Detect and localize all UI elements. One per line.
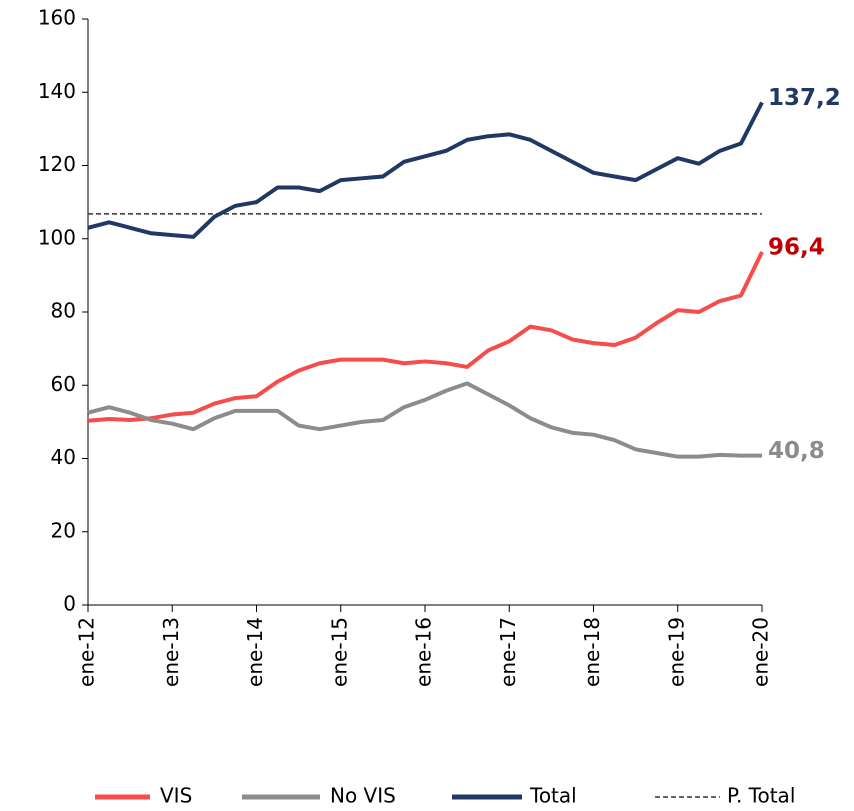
series-line bbox=[87, 251, 764, 423]
y-tick-label: 100 bbox=[38, 225, 76, 249]
series-line bbox=[87, 381, 762, 459]
y-tick-label: 80 bbox=[51, 299, 76, 323]
y-tick-label: 160 bbox=[38, 6, 76, 30]
legend-label: P. Total bbox=[727, 784, 795, 808]
series-line bbox=[87, 101, 764, 239]
legend-label: Total bbox=[529, 784, 577, 808]
x-tick-label: ene-20 bbox=[749, 617, 773, 687]
x-tick-label: ene-19 bbox=[664, 617, 688, 687]
end-label: 137,2 bbox=[768, 85, 841, 111]
y-tick-label: 140 bbox=[38, 79, 76, 103]
legend-label: No VIS bbox=[330, 784, 396, 808]
end-label: 96,4 bbox=[768, 234, 825, 260]
legend-label: VIS bbox=[160, 784, 192, 808]
x-tick-label: ene-12 bbox=[75, 617, 99, 687]
x-tick-label: ene-13 bbox=[159, 617, 183, 687]
x-tick-label: ene-17 bbox=[496, 617, 520, 687]
y-tick-label: 20 bbox=[51, 518, 76, 542]
y-tick-label: 40 bbox=[51, 445, 76, 469]
x-tick-label: ene-15 bbox=[327, 617, 351, 687]
x-tick-label: ene-16 bbox=[412, 617, 436, 687]
x-tick-label: ene-14 bbox=[243, 617, 267, 687]
x-tick-label: ene-18 bbox=[580, 617, 604, 687]
y-tick-label: 60 bbox=[51, 372, 76, 396]
end-label: 40,8 bbox=[768, 438, 825, 464]
y-tick-label: 120 bbox=[38, 152, 76, 176]
y-tick-label: 0 bbox=[63, 592, 76, 616]
